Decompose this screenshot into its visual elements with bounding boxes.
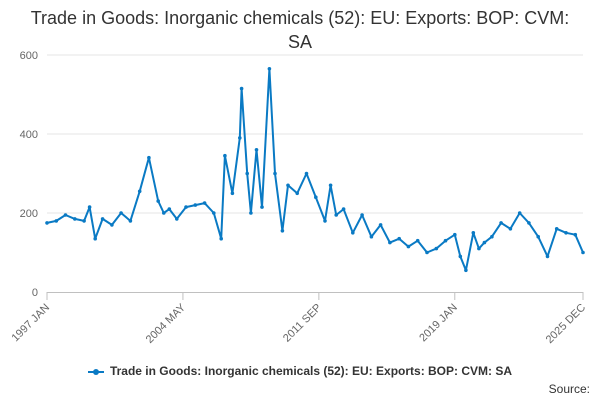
data-point	[527, 221, 531, 225]
data-point	[63, 213, 68, 217]
data-point	[388, 240, 392, 245]
data-point	[397, 236, 402, 241]
data-point	[477, 246, 481, 251]
x-tick-label: 1997 JAN	[9, 302, 52, 345]
data-point	[167, 207, 172, 211]
data-point	[219, 236, 223, 241]
data-point	[128, 219, 133, 223]
data-point	[73, 217, 77, 221]
data-point	[230, 191, 235, 196]
data-point	[471, 231, 476, 235]
x-tick-label: 2004 MAY	[144, 301, 189, 346]
data-point	[245, 171, 249, 176]
data-point	[223, 153, 227, 158]
data-point	[238, 136, 242, 140]
data-point	[193, 203, 198, 207]
x-tick-label: 2025 DEC	[544, 302, 588, 346]
data-point	[517, 211, 522, 215]
chart-title: Trade in Goods: Inorganic chemicals (52)…	[30, 8, 570, 52]
y-tick-label: 0	[32, 287, 38, 299]
x-tick-label: 2019 JAN	[417, 302, 460, 345]
data-point	[156, 199, 160, 203]
data-point	[273, 171, 277, 176]
data-point	[458, 254, 463, 259]
y-tick-label: 200	[20, 208, 38, 220]
data-point	[110, 223, 114, 227]
data-point	[239, 86, 244, 91]
data-point	[573, 232, 578, 237]
data-point	[536, 234, 540, 239]
data-point	[267, 67, 272, 71]
data-point	[499, 221, 503, 225]
data-point	[369, 234, 374, 239]
data-point	[508, 227, 513, 231]
data-point	[323, 219, 327, 223]
data-point	[54, 219, 59, 223]
data-point	[82, 219, 86, 223]
data-point	[351, 231, 355, 235]
data-point	[87, 205, 92, 209]
data-point	[280, 229, 285, 233]
data-point	[137, 189, 142, 194]
legend-marker-icon	[87, 368, 104, 375]
data-point	[554, 227, 559, 231]
data-point	[564, 231, 568, 235]
data-point	[260, 205, 264, 209]
data-point	[184, 205, 188, 209]
legend-label: Trade in Goods: Inorganic chemicals (52)…	[109, 364, 513, 378]
data-point	[202, 201, 207, 205]
y-tick-label: 600	[20, 50, 38, 62]
data-point	[119, 211, 123, 215]
data-point	[295, 191, 300, 196]
data-point	[175, 217, 179, 221]
data-point	[314, 195, 318, 199]
chart-legend[interactable]: Trade in Goods: Inorganic chemicals (52)…	[0, 364, 600, 378]
data-point	[249, 211, 253, 215]
data-point	[100, 217, 105, 221]
data-point	[334, 213, 339, 217]
data-point	[45, 221, 49, 225]
data-point	[434, 246, 439, 251]
data-point	[147, 155, 151, 160]
data-point	[304, 171, 309, 176]
data-point	[490, 234, 494, 239]
data-point	[464, 268, 468, 273]
y-tick-label: 400	[20, 129, 38, 141]
data-point	[545, 254, 550, 259]
data-point	[378, 223, 383, 227]
x-tick-label: 2011 SEP	[281, 302, 324, 345]
data-point	[328, 183, 333, 188]
data-point	[254, 148, 259, 152]
data-point	[93, 236, 97, 241]
data-point	[415, 238, 420, 243]
data-point	[212, 211, 216, 215]
data-point	[425, 250, 429, 255]
data-point	[341, 207, 346, 211]
data-point	[453, 232, 457, 237]
data-point	[581, 250, 585, 255]
data-point	[162, 211, 166, 215]
data-point	[443, 238, 448, 243]
data-point	[360, 213, 364, 217]
source-label: Source:	[548, 382, 590, 396]
data-point	[286, 183, 290, 188]
data-point	[406, 244, 411, 249]
data-point	[482, 240, 487, 245]
series-line	[46, 67, 584, 272]
